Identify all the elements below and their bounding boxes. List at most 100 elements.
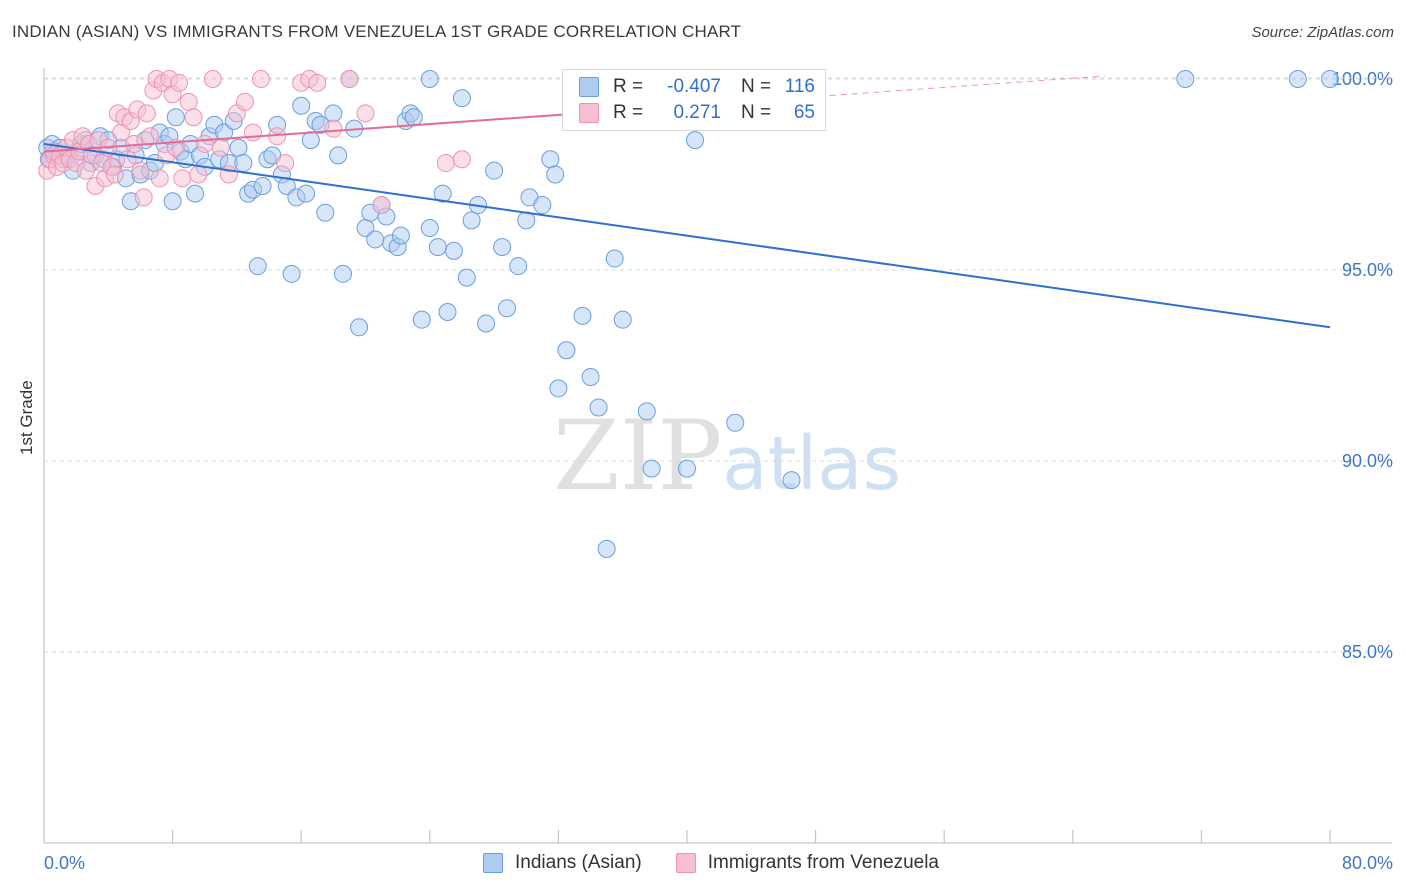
indians-point — [637, 402, 656, 421]
indians-point — [366, 230, 385, 249]
legend-r-value: -0.407 — [667, 76, 721, 97]
watermark-atlas: atlas — [722, 421, 902, 507]
indians-point — [605, 249, 624, 268]
legend-swatch-blue — [483, 853, 503, 873]
indians-point — [686, 131, 705, 150]
venezuela-point — [252, 70, 271, 88]
legend-item-indians[interactable]: Indians (Asian) — [483, 852, 642, 874]
indians-point — [282, 264, 301, 283]
indians-point — [420, 70, 439, 88]
indians-point — [541, 150, 560, 169]
venezuela-point — [137, 104, 156, 123]
x-tick-label-left: 0.0% — [44, 853, 85, 873]
venezuela-point — [436, 154, 455, 173]
indians-point — [444, 241, 463, 260]
indians-point — [678, 459, 696, 478]
indians-point — [324, 104, 343, 123]
indians-point — [457, 268, 476, 287]
indians-point — [391, 226, 410, 245]
legend-n-value: 116 — [784, 76, 815, 97]
indians-trendline — [43, 142, 1331, 329]
venezuela-point — [189, 165, 208, 184]
indians-point — [166, 108, 185, 127]
indians-point — [477, 314, 496, 333]
y-tick-label: 85.0% — [1342, 642, 1393, 662]
indians-point — [350, 318, 369, 337]
venezuela-point — [211, 138, 230, 157]
indians-point — [485, 161, 504, 180]
venezuela-point — [356, 104, 375, 123]
indians-point — [428, 238, 447, 257]
legend-row-indians: R = -0.407 N = 116 — [579, 75, 815, 99]
venezuela-point — [243, 123, 262, 142]
venezuela-point — [276, 154, 295, 173]
indians-point — [292, 96, 311, 115]
indians-point — [462, 211, 481, 230]
indians-point — [277, 176, 296, 195]
venezuela-point — [131, 161, 150, 180]
indians-point — [301, 131, 320, 150]
venezuela-point — [173, 169, 192, 188]
venezuela-point — [141, 127, 160, 146]
legend-swatch-blue — [579, 77, 599, 97]
indians-point — [546, 165, 565, 184]
legend-swatch-pink — [675, 853, 696, 873]
indians-point — [1321, 70, 1339, 88]
indians-point — [186, 184, 205, 203]
venezuela-point — [195, 134, 214, 153]
venezuela-point — [235, 92, 254, 111]
indians-point — [613, 310, 632, 329]
legend-r-label: R = — [613, 76, 644, 97]
y-tick-label: 95.0% — [1342, 260, 1393, 280]
indians-point — [452, 89, 471, 108]
legend-label-indians: Indians (Asian) — [515, 852, 642, 873]
indians-point — [404, 108, 423, 127]
indians-point — [557, 341, 576, 360]
y-tick-label: 90.0% — [1342, 451, 1393, 471]
indians-point — [438, 303, 457, 322]
chart-title: INDIAN (ASIAN) VS IMMIGRANTS FROM VENEZU… — [12, 22, 742, 41]
venezuela-point — [105, 165, 124, 184]
venezuela-point — [166, 138, 185, 157]
indians-point — [782, 471, 801, 490]
indians-point — [163, 192, 182, 211]
venezuela-point — [203, 70, 222, 88]
watermark: ZIPatlas — [553, 400, 901, 512]
y-tick-label: 100.0% — [1332, 69, 1393, 89]
indians-point — [420, 218, 439, 237]
venezuela-point — [76, 161, 95, 180]
venezuela-point — [179, 92, 198, 111]
legend-n-label: N = — [741, 76, 772, 97]
legend-item-venezuela[interactable]: Immigrants from Venezuela — [675, 852, 939, 874]
indians-point — [1176, 70, 1195, 88]
indians-point — [642, 459, 661, 478]
indians-point — [589, 398, 608, 417]
indians-point — [597, 539, 616, 558]
indians-point — [253, 176, 272, 195]
legend-n-label: N = — [741, 102, 772, 123]
venezuela-point — [308, 73, 327, 92]
indians-point — [229, 138, 248, 157]
venezuela-point — [134, 188, 153, 207]
venezuela-point — [150, 169, 169, 188]
indians-point — [329, 146, 348, 165]
indians-point — [1288, 70, 1307, 88]
indians-point — [497, 299, 516, 318]
indians-point — [297, 184, 316, 203]
watermark-zip: ZIP — [553, 400, 723, 512]
indians-point — [573, 306, 592, 325]
venezuela-point — [324, 119, 343, 138]
venezuela-point — [184, 108, 203, 127]
source-label: Source: ZipAtlas.com — [1251, 24, 1394, 41]
series-legend: Indians (Asian) Immigrants from Venezuel… — [483, 852, 973, 874]
legend-swatch-pink — [579, 103, 599, 123]
indians-point — [509, 257, 528, 276]
legend-label-venezuela: Immigrants from Venezuela — [707, 852, 939, 873]
indians-point — [316, 203, 335, 222]
indians-point — [549, 379, 568, 398]
indians-point — [234, 154, 253, 173]
stats-legend: R = -0.407 N = 116 R = 0.271 N = 65 — [562, 69, 826, 131]
indians-point — [533, 196, 552, 215]
indians-point — [581, 367, 600, 386]
